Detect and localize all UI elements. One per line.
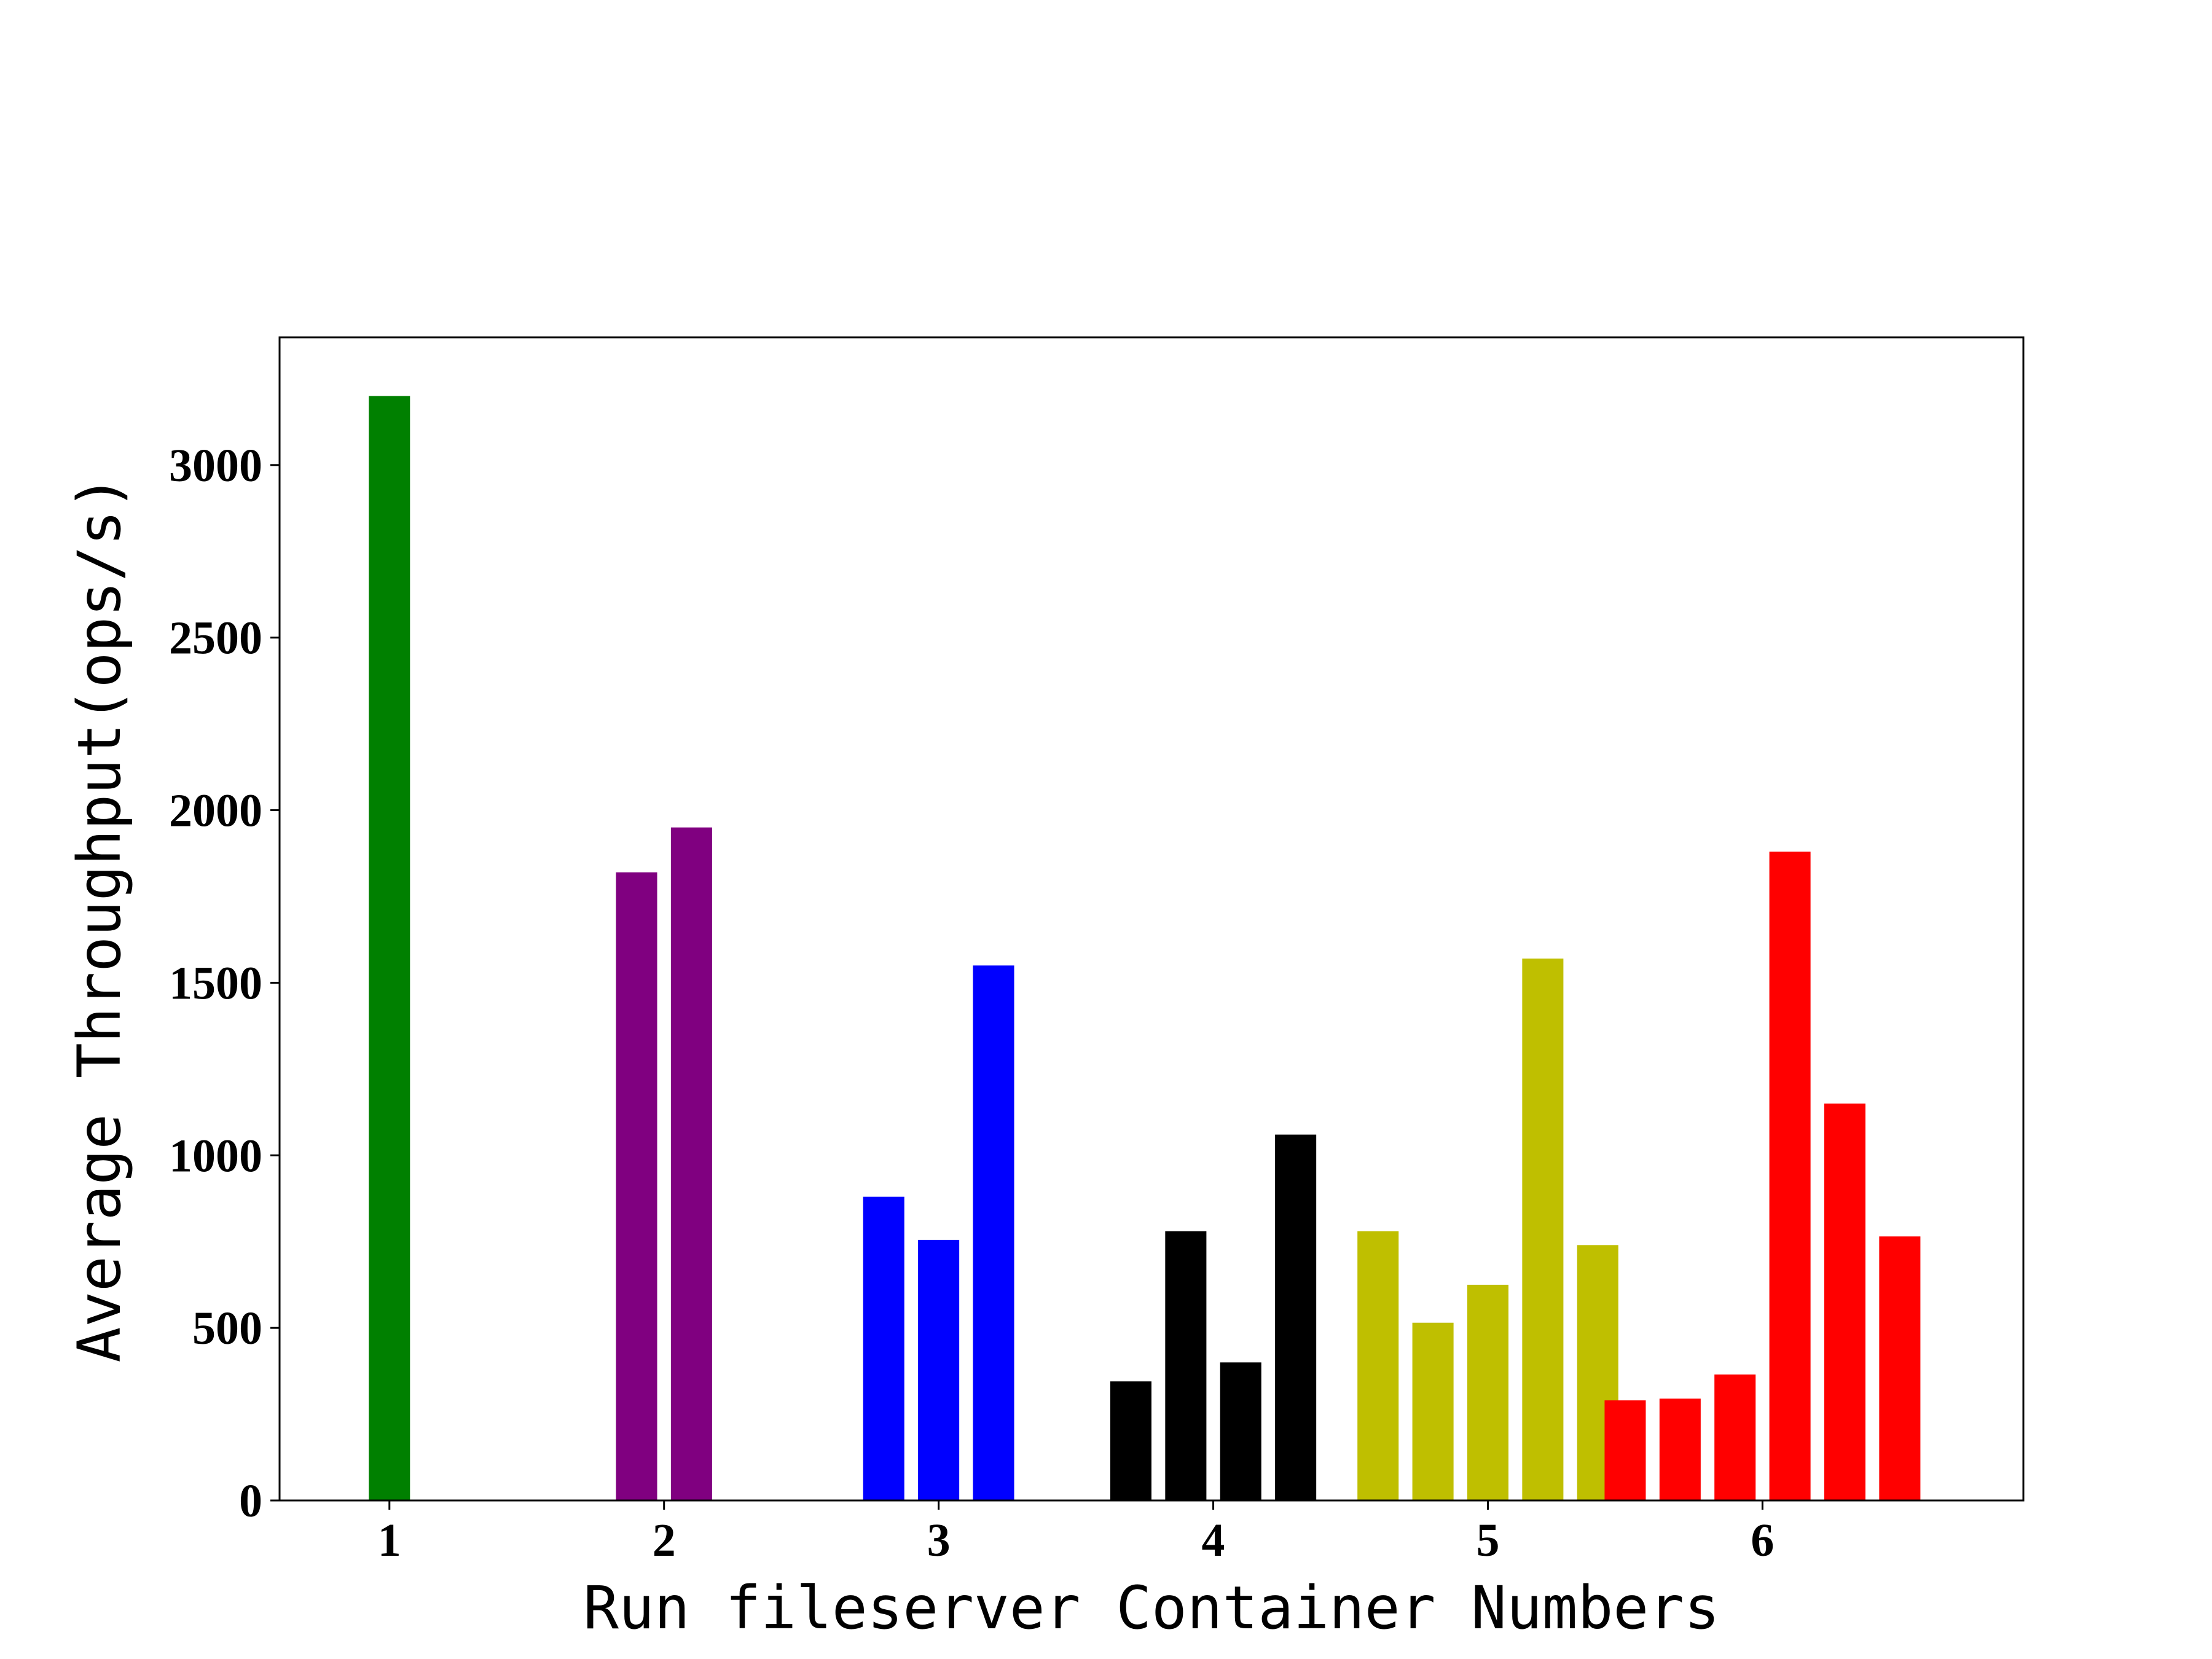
y-axis-label: Average Throughput(ops/s) <box>65 475 134 1363</box>
y-tick-label: 1000 <box>169 1130 262 1182</box>
y-tick-label: 0 <box>239 1475 262 1527</box>
bar-6-6 <box>1879 1236 1921 1500</box>
bar-3-3 <box>973 965 1014 1500</box>
bar-6-1 <box>1604 1400 1646 1500</box>
y-tick-label: 2500 <box>169 613 262 664</box>
bar-5-1 <box>1357 1231 1399 1500</box>
bar-5-2 <box>1412 1322 1454 1500</box>
x-tick-label: 4 <box>1202 1515 1225 1566</box>
plot-frame <box>278 336 2025 1502</box>
bar-4-3 <box>1220 1362 1261 1500</box>
x-tick-label: 1 <box>378 1515 401 1566</box>
bar-4-1 <box>1110 1381 1151 1500</box>
bar-5-4 <box>1522 959 1564 1500</box>
x-axis-label: Run fileserver Container Numbers <box>583 1574 1720 1642</box>
bar-5-3 <box>1467 1284 1509 1500</box>
y-axis: 0 500 1000 1500 2000 2500 3000 <box>169 440 280 1527</box>
x-tick-label: 2 <box>653 1515 676 1566</box>
bar-4-2 <box>1165 1231 1207 1500</box>
y-tick-label: 2000 <box>169 785 262 837</box>
bar-6-2 <box>1659 1398 1701 1500</box>
y-tick-label: 500 <box>192 1303 262 1354</box>
x-tick-label: 3 <box>927 1515 951 1566</box>
bar-2-2 <box>670 827 712 1500</box>
x-tick-label: 5 <box>1476 1515 1499 1566</box>
y-tick-label: 1500 <box>169 957 262 1009</box>
bar-6-3 <box>1714 1374 1756 1500</box>
bar-6-4 <box>1769 851 1811 1500</box>
bar-4-4 <box>1275 1134 1317 1500</box>
x-tick-label: 6 <box>1751 1515 1774 1566</box>
y-tick-label: 3000 <box>169 440 262 492</box>
bar-3-2 <box>918 1239 960 1500</box>
bar-2-1 <box>616 872 657 1500</box>
bar-6-5 <box>1824 1104 1866 1500</box>
bar-1-1 <box>369 396 410 1500</box>
bar-3-1 <box>863 1196 904 1500</box>
bars-layer <box>369 396 1921 1500</box>
x-axis: 1 2 3 4 5 6 <box>378 1500 1774 1566</box>
